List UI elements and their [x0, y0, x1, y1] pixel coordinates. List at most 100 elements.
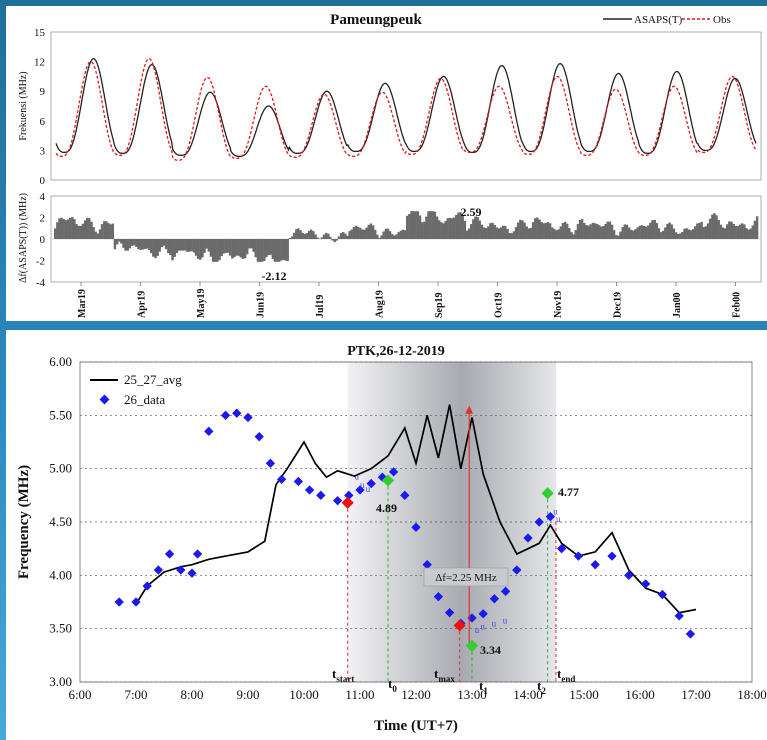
delta-bar [615, 235, 618, 239]
delta-bar [694, 226, 697, 239]
delta-bar [271, 239, 275, 259]
delta-bar [638, 225, 641, 239]
bottom-y-tick: 6.00 [49, 354, 72, 369]
delta-bar [199, 239, 202, 260]
delta-bar [608, 221, 612, 239]
delta-bar [226, 239, 230, 253]
data-point [388, 467, 399, 477]
delta-bar [403, 230, 407, 239]
delta-bar [386, 228, 390, 239]
data-point [512, 565, 522, 575]
delta-bar [559, 226, 563, 239]
asaps-series-line [55, 57, 757, 157]
delta-bar [297, 228, 300, 239]
month-tick-label: Sep19 [434, 292, 445, 318]
delta-y-axis-label: Δf(ASAPS(T)) (MHz) [18, 193, 29, 283]
delta-bar [649, 222, 652, 239]
bottom-y-tick: 3.00 [49, 674, 72, 689]
delta-bar [371, 225, 375, 239]
data-point [293, 476, 304, 487]
delta-bar [551, 227, 554, 239]
data-point [523, 533, 533, 543]
delta-bar [120, 239, 123, 244]
delta-bar [487, 226, 490, 239]
data-point [192, 549, 203, 559]
delta-bar [320, 237, 324, 239]
delta-bar [241, 239, 245, 259]
delta-bar [60, 217, 63, 239]
delta-bar [346, 235, 349, 239]
delta-y-tick: 2 [40, 213, 46, 225]
delta-bar [448, 217, 452, 239]
data-point [534, 517, 544, 527]
delta-bar [86, 217, 89, 239]
bottom-y-tick: 3.50 [49, 621, 72, 636]
delta-bar [111, 223, 115, 239]
delta-bar [269, 239, 272, 255]
delta-bar [105, 221, 108, 239]
delta-bar [484, 228, 488, 239]
delta-bar [470, 224, 473, 239]
delta-bar [491, 222, 494, 239]
delta-bar [653, 219, 656, 239]
u-marker: u [503, 615, 508, 625]
delta-bar [640, 225, 644, 239]
delta-bar [521, 220, 524, 239]
delta-bar [572, 234, 575, 239]
delta-bar [216, 239, 219, 262]
delta-bar [702, 227, 705, 239]
delta-bar [506, 228, 509, 239]
delta-bar [574, 230, 577, 239]
data-point [624, 570, 634, 581]
bottom-x-axis-label: Time (UT+7) [374, 718, 458, 734]
delta-bar [90, 221, 93, 239]
delta-bar [96, 233, 100, 239]
delta-bar [531, 222, 535, 239]
delta-bar [423, 221, 426, 239]
delta-bar [427, 211, 430, 239]
delta-bar [354, 225, 358, 239]
delta-bar [231, 239, 234, 259]
delta-bar [207, 239, 211, 252]
key-point [341, 496, 354, 509]
top-y-tick: 3 [40, 145, 46, 157]
delta-bar [467, 228, 471, 239]
delta-bar [508, 233, 511, 239]
month-tick-label: Oct19 [494, 292, 505, 318]
delta-bar [292, 232, 296, 239]
delta-bar [736, 226, 740, 239]
delta-bar [463, 221, 467, 239]
delta-bar [651, 220, 654, 239]
delta-bar [162, 239, 166, 246]
delta-bar [173, 239, 176, 257]
delta-bar [393, 235, 396, 239]
delta-bar [666, 223, 669, 239]
delta-bar [100, 224, 104, 239]
data-point [276, 474, 287, 485]
delta-bar [380, 235, 383, 239]
delta-bar [740, 223, 744, 239]
delta-bar [66, 219, 70, 239]
delta-bar [243, 239, 247, 259]
delta-bar [540, 222, 543, 239]
delta-bar [576, 224, 580, 239]
delta-bar [497, 228, 501, 239]
delta-bar [580, 219, 584, 239]
delta-bar [324, 232, 328, 239]
bottom-chart-panel: 6.00 5.50 5.00 4.50 4.00 3.50 3.00 6:00 7:00 8:0… [6, 330, 767, 740]
data-point [232, 408, 242, 418]
delta-bar [734, 225, 737, 239]
data-point [220, 410, 231, 421]
delta-bar [310, 229, 313, 239]
delta-bar [446, 218, 449, 239]
data-point [114, 597, 124, 607]
delta-bar [657, 228, 661, 239]
delta-bar [585, 225, 588, 239]
u-marker: u [366, 484, 371, 494]
delta-bar [214, 239, 217, 262]
delta-bar [169, 239, 172, 256]
delta-bar [406, 215, 409, 239]
delta-bar [425, 216, 428, 239]
delta-bar [700, 221, 703, 239]
delta-bar [290, 236, 294, 239]
